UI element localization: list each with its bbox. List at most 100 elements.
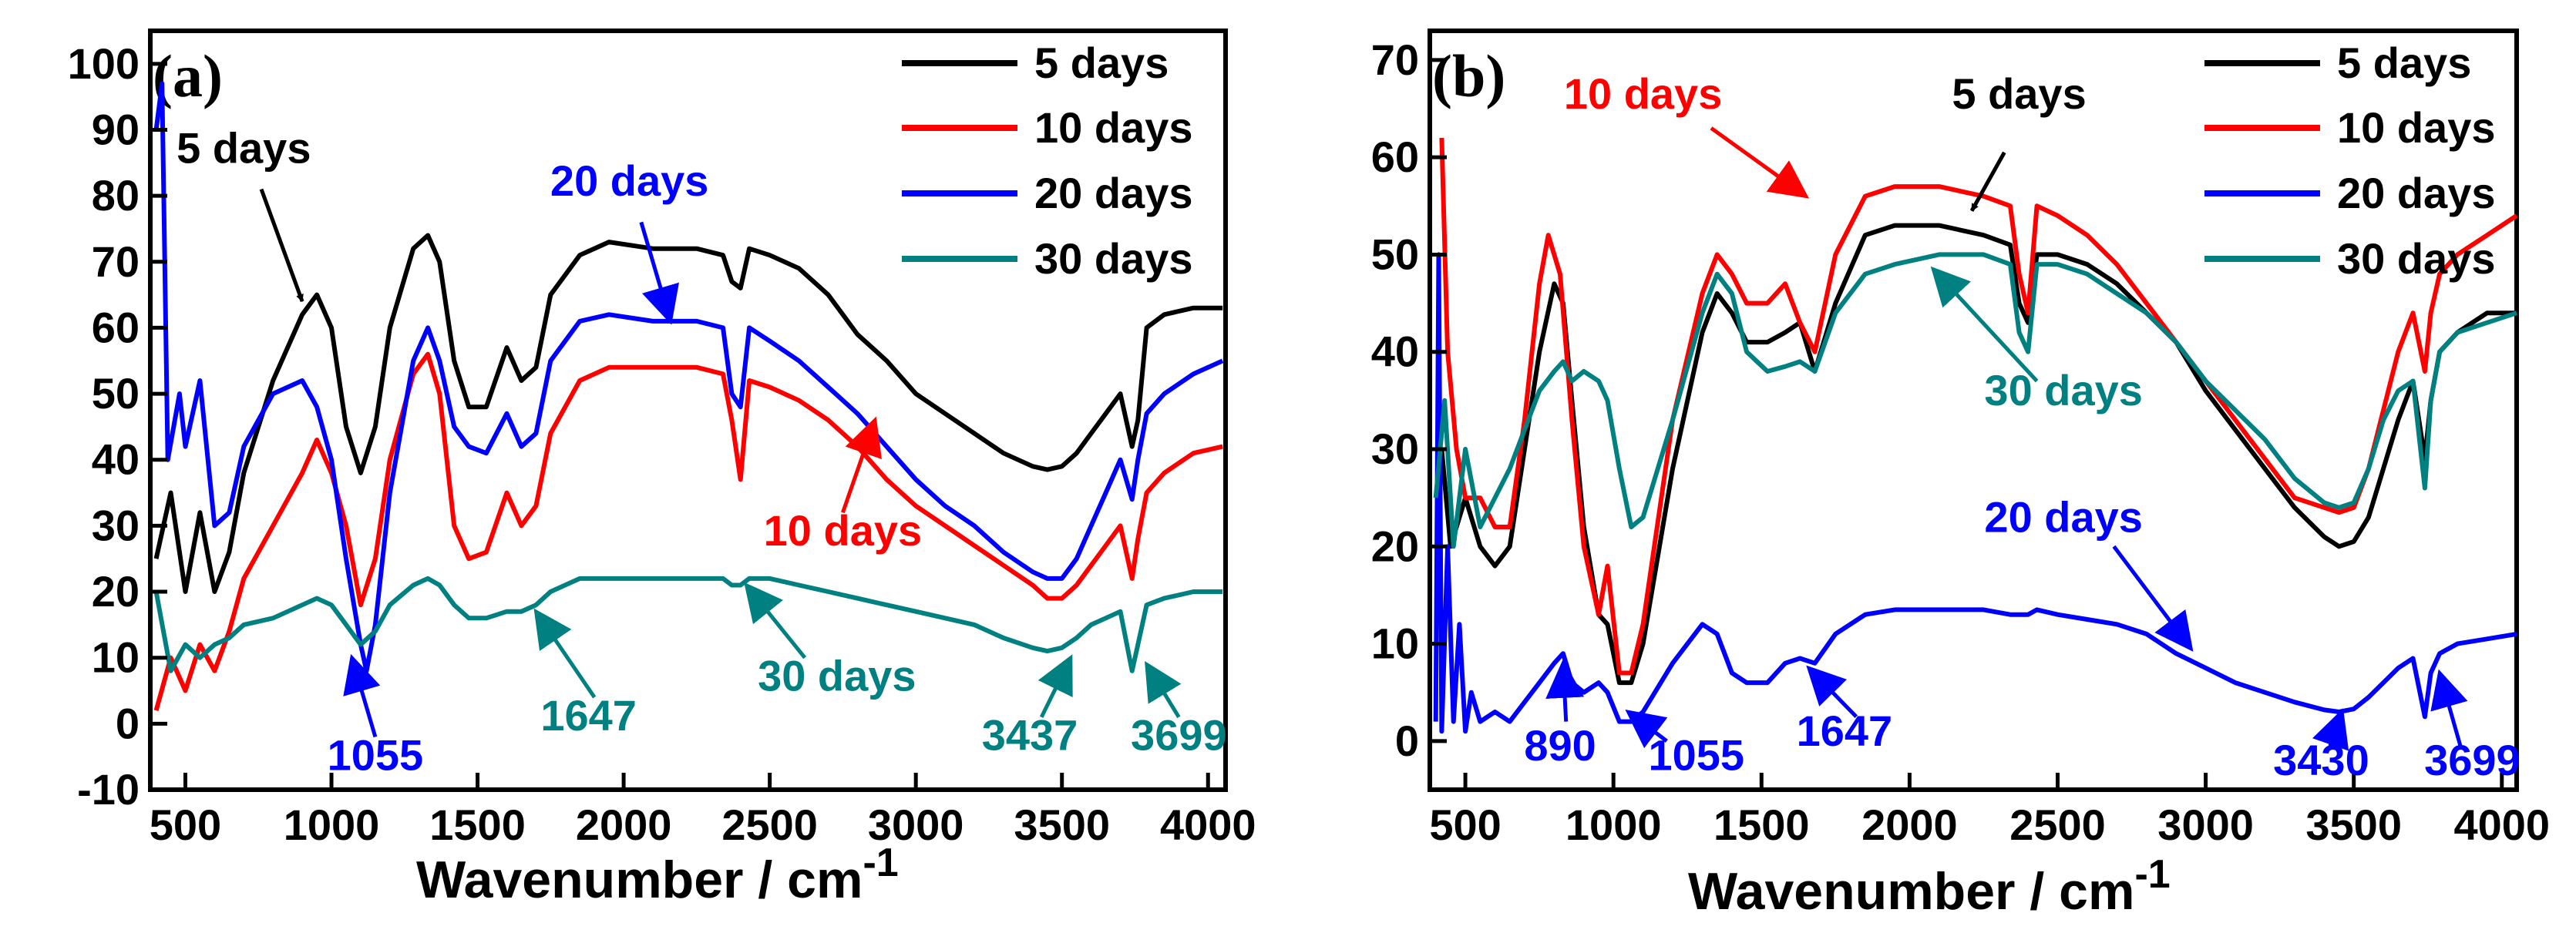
legend-a-label-30: 30 days [1034,234,1193,283]
annotation-label: 20 days [550,156,709,205]
xtick-label: 3500 [2305,800,2402,849]
xtick-label: 3000 [868,800,964,849]
ytick-label: 20 [92,567,140,616]
ytick-label: 30 [92,501,140,549]
series-b-10-days [1439,137,2518,676]
panel-a-series [153,81,1224,711]
xtick-label: 2000 [1861,800,1958,849]
series-b-30-days [1433,252,2517,549]
annotation-label: 1647 [540,691,637,740]
panel-b: (b) 0 10 20 30 40 50 60 70 500 1000 1500 2000 2500 3… [1371,29,2550,921]
annotation-arrow [2112,545,2194,652]
panel-a-xlabel: Wavenumber / cm-1 [416,841,899,909]
annotation-arrow [1930,266,2039,383]
annotation-label: 3437 [982,711,1078,760]
xtick-label: 500 [150,800,221,849]
annotation-label: 1055 [328,730,424,779]
panel-a-legend: 5 days 10 days 20 days 30 days [902,39,1193,283]
legend-b-label-5: 5 days [2337,39,2471,87]
annotation-label: 10 days [1564,69,1723,118]
annotation-arrow [1710,126,1809,199]
annotation-arrow [1037,654,1073,718]
panel-a-xticks: 500 1000 1500 2000 2500 3000 3500 4000 [150,773,1256,849]
xtick-label: 3500 [1014,800,1110,849]
annotation-label: 3430 [2273,736,2369,784]
series-a-5-days [153,233,1223,594]
xtick-label: 2500 [721,800,818,849]
annotation-arrow [1806,665,1858,719]
panel-b-xticks: 500 1000 1500 2000 2500 3000 3500 4000 [1429,773,2550,849]
annotation-arrow [343,653,381,738]
annotation-label: 3699 [2424,736,2521,784]
ytick-label: -10 [77,765,140,814]
annotation-label: 5 days [177,123,311,172]
annotation-arrow [1145,660,1182,719]
xtick-label: 2000 [576,800,672,849]
annotation-arrow [533,608,597,699]
panel-b-frame [1428,29,2519,792]
annotation-label: 1647 [1797,706,1893,755]
annotation-arrow [639,221,679,325]
annotation-arrow [1545,659,1585,722]
series-b-20-days [1433,252,2517,734]
panel-b-yticks: 0 10 20 30 40 50 60 70 [1371,35,1447,765]
xtick-label: 1500 [429,800,526,849]
ytick-label: 50 [92,369,140,418]
legend-b-label-30: 30 days [2337,234,2496,283]
ytick-label: 70 [1371,35,1419,84]
xtick-label: 500 [1429,800,1501,849]
xtick-label: 2500 [2009,800,2106,849]
legend-a-label-10: 10 days [1034,103,1193,152]
panel-a-xlabel-text: Wavenumber / cm [416,851,863,909]
annotation-arrow [259,188,304,303]
annotation-arrow [2312,708,2349,751]
panel-a-annotations: 5 days 20 days 10 days 30 days 1055 1647 3437 3… [177,123,1227,779]
panel-b-series [1433,137,2518,734]
ytick-label: 60 [92,303,140,351]
annotation-arrow [1625,709,1668,749]
annotation-arrow [1969,151,2006,212]
annotation-label: 20 days [1984,492,2143,541]
ytick-label: 10 [1371,619,1419,668]
panel-b-xlabel-sup: -1 [2134,852,2170,897]
annotation-label: 30 days [758,652,916,700]
panel-b-legend: 5 days 10 days 20 days 30 days [2204,39,2496,283]
annotation-label: 30 days [1984,366,2143,414]
legend-a-label-5: 5 days [1034,39,1169,87]
ytick-label: 90 [92,105,140,153]
ytick-label: 0 [116,699,140,747]
series-a-20-days [153,81,1224,673]
ytick-label: 60 [1371,133,1419,181]
ytick-label: 80 [92,171,140,220]
ytick-label: 30 [1371,425,1419,473]
panel-b-xlabel-text: Wavenumber / cm [1688,862,2134,921]
panel-a-xlabel-sup: -1 [863,841,898,885]
ytick-label: 70 [92,237,140,286]
series-a-30-days [153,576,1223,673]
legend-a-label-20: 20 days [1034,169,1193,217]
xtick-label: 1500 [1713,800,1810,849]
panel-a-yticks: -10 0 10 20 30 40 50 60 70 80 90 100 [68,39,167,814]
annotation-label: 1055 [1648,731,1744,780]
xtick-label: 1000 [284,800,380,849]
ytick-label: 0 [1395,717,1419,765]
ytick-label: 50 [1371,230,1419,278]
ytick-label: 20 [1371,522,1419,570]
panel-a-frame [148,29,1228,792]
annotation-label: 10 days [764,506,923,555]
series-b-5-days [1439,223,2517,686]
xtick-label: 1000 [1565,800,1662,849]
ytick-label: 40 [1371,327,1419,376]
annotation-label: 5 days [1952,69,2086,118]
ytick-label: 10 [92,633,140,682]
annotation-arrow [2430,669,2468,747]
xtick-label: 3000 [2157,800,2254,849]
legend-b-label-10: 10 days [2337,103,2496,152]
annotation-label: 890 [1524,721,1596,770]
xtick-label: 4000 [1160,800,1256,849]
panel-b-xlabel: Wavenumber / cm-1 [1688,852,2171,921]
annotation-arrow [744,582,807,659]
annotation-label: 3699 [1131,711,1227,760]
